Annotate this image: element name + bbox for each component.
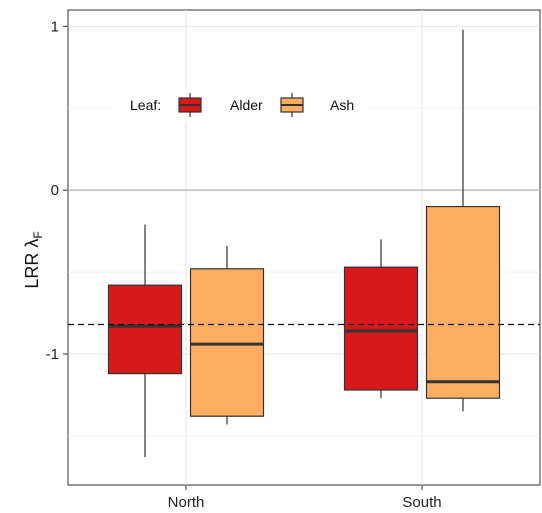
box-ash-north bbox=[189, 245, 265, 425]
y-tick-label: 1 bbox=[51, 18, 59, 35]
legend: Leaf: Alder Ash bbox=[112, 88, 370, 122]
box-body bbox=[189, 268, 265, 417]
legend-label-alder: Alder bbox=[230, 97, 263, 113]
axes: 1 0 -1 North South bbox=[46, 18, 442, 511]
boxes bbox=[68, 29, 540, 458]
x-tick-label: North bbox=[168, 494, 205, 511]
box-body bbox=[107, 284, 183, 375]
box-ash-south bbox=[425, 29, 501, 412]
legend-label-ash: Ash bbox=[330, 97, 354, 113]
y-axis-label-main: LRR λ bbox=[22, 239, 42, 289]
x-tick-label: South bbox=[402, 494, 441, 511]
y-tick-label: -1 bbox=[46, 346, 59, 363]
box-alder-south bbox=[343, 239, 419, 399]
y-tick-label: 0 bbox=[51, 182, 59, 199]
y-axis-label-subscript: F bbox=[31, 231, 45, 238]
box-body bbox=[343, 266, 419, 391]
box-alder-north bbox=[107, 224, 183, 458]
legend-key-ash bbox=[280, 93, 304, 117]
legend-key-alder bbox=[178, 93, 202, 117]
y-axis-label: LRR λF bbox=[22, 231, 45, 288]
box-body bbox=[425, 205, 501, 399]
legend-background bbox=[112, 88, 370, 122]
legend-title: Leaf: bbox=[130, 97, 161, 113]
